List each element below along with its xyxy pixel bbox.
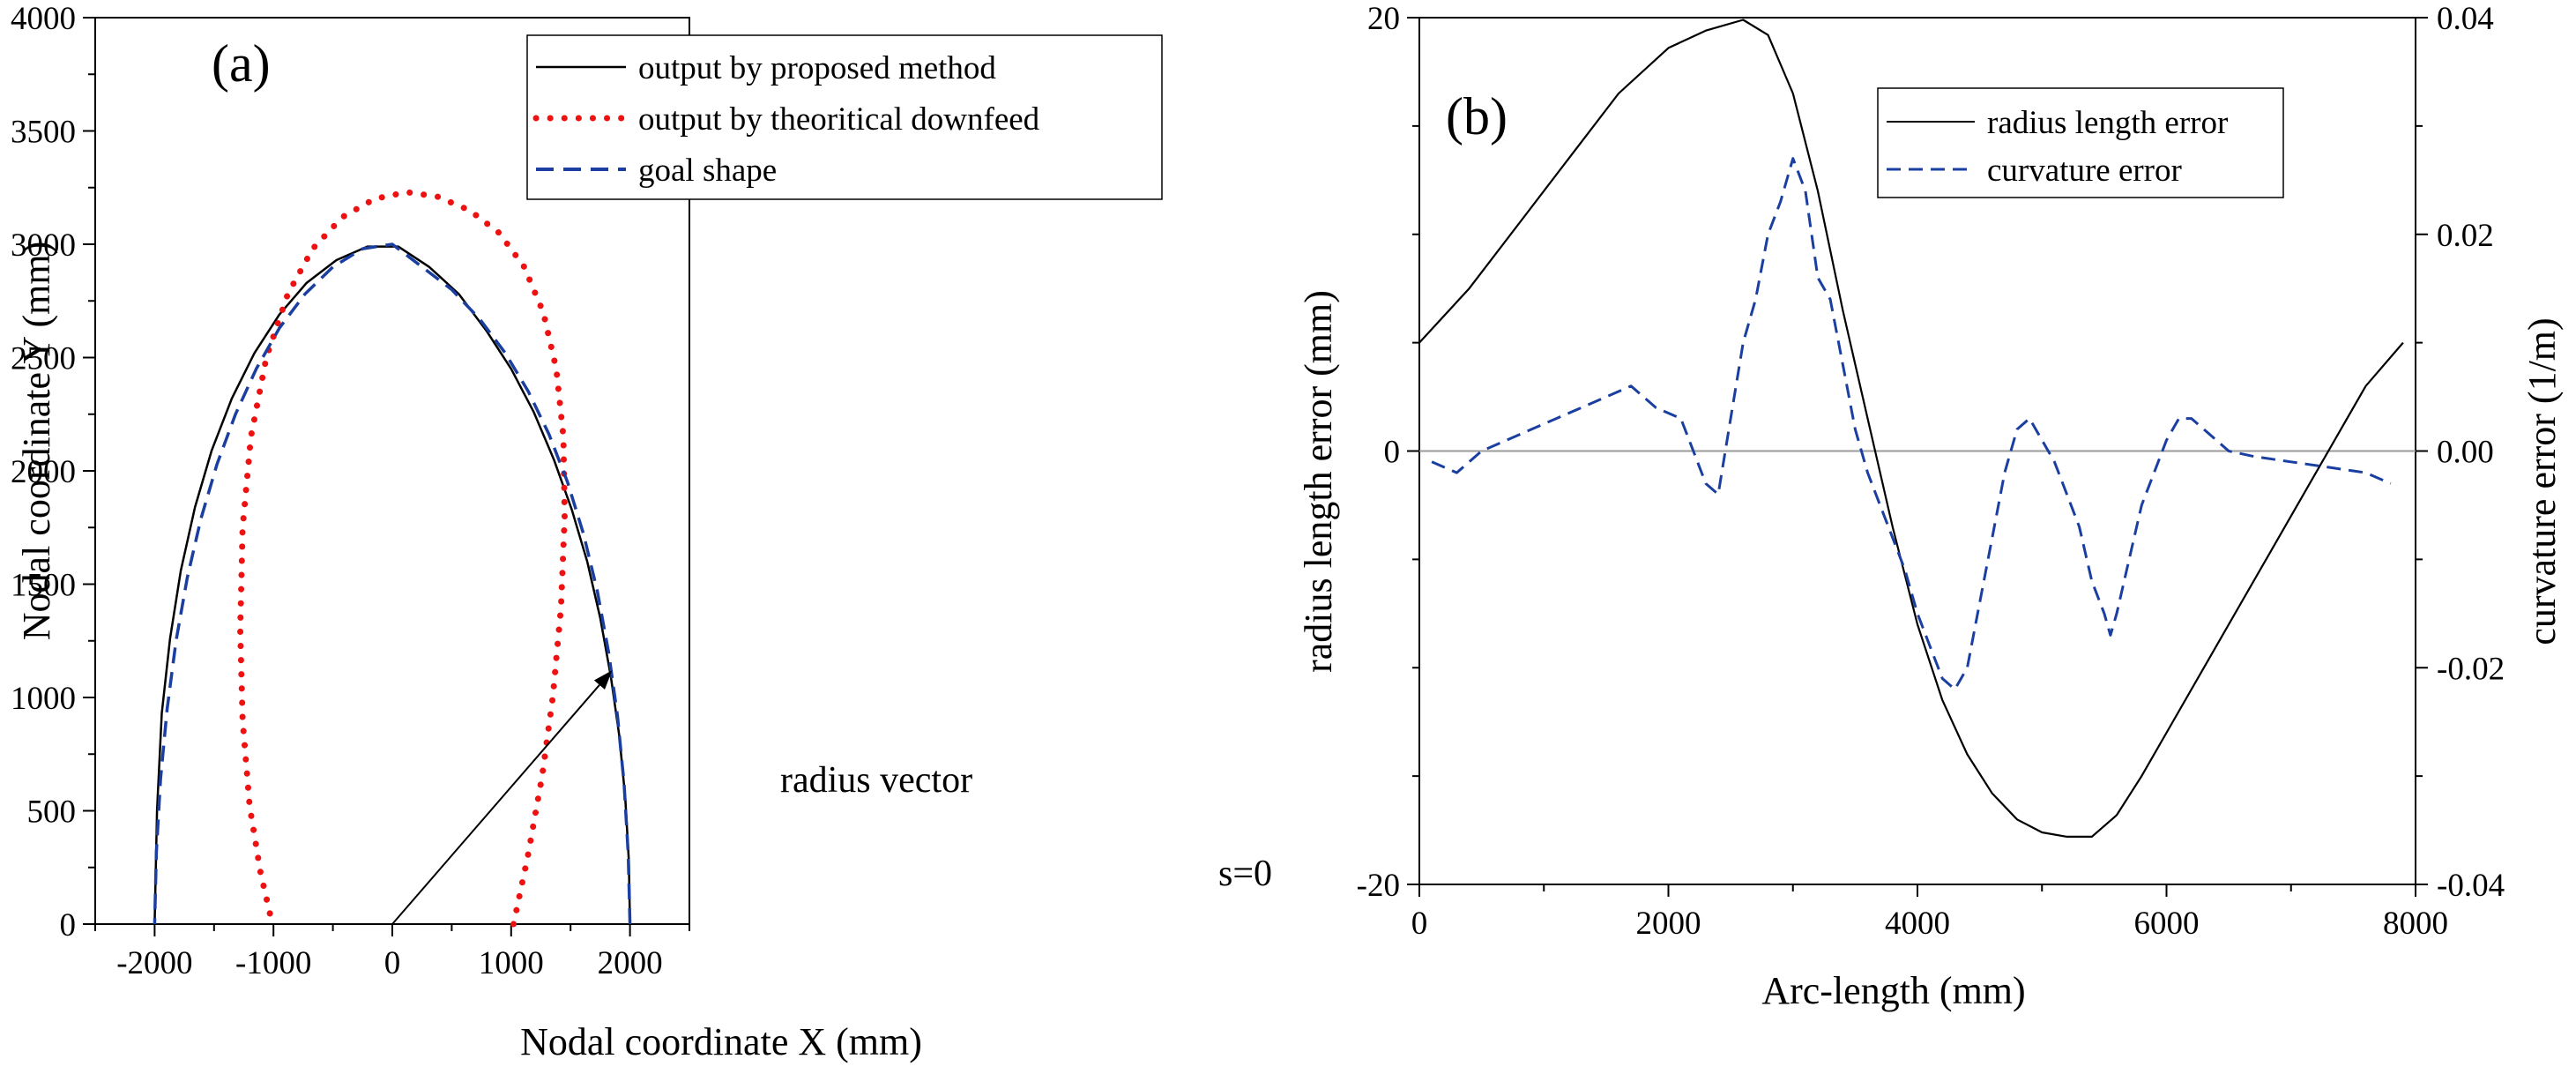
panel-a-x-tick-label: -1000 <box>235 945 311 981</box>
panel-a-series <box>153 189 632 928</box>
panel-a-ticks: -2000 -1000 0 1000 2000 0 500 1000 1500 2000 2500 3… <box>11 1 690 981</box>
radius-vector-label: radius vector <box>780 760 972 801</box>
panel-b-y2-tick-label: 0.04 <box>2437 1 2494 37</box>
panel-b-x-tick-label: 8000 <box>2383 906 2448 942</box>
s0-label: s=0 <box>1218 854 1272 894</box>
legend-label-theoretical: output by theoritical downfeed <box>638 101 1040 138</box>
panel-b-ticks: 0 2000 4000 6000 8000 -20 0 20 -0.04 -0.02 0.00 0.0… <box>1357 1 2505 942</box>
panel-a-x-tick-label: 1000 <box>479 945 544 981</box>
panel-b-y2-tick-label: -0.04 <box>2437 868 2505 904</box>
legend-label-proposed: output by proposed method <box>638 50 996 86</box>
legend-label-radius-error: radius length error <box>1987 105 2228 141</box>
legend-label-curvature-error: curvature error <box>1987 153 2182 189</box>
panel-a-y-tick-label: 2000 <box>11 454 76 490</box>
panel-a-y-tick-label: 0 <box>60 907 77 943</box>
panel-a-y-tick-label: 1500 <box>11 568 76 604</box>
panel-b-x-tick-label: 4000 <box>1885 906 1950 942</box>
panel-a-x-axis-label: Nodal coordinate X (mm) <box>520 1020 922 1063</box>
panel-a-y-axis-label: Nodal coordinate Y (mm) <box>15 242 58 640</box>
panel-b-x-tick-label: 6000 <box>2134 906 2200 942</box>
theoretical-downfeed-line <box>237 189 568 928</box>
panel-a-x-tick-label: 0 <box>384 945 401 981</box>
panel-b-y2-axis-label: curvature error (1/m) <box>2520 317 2564 645</box>
panel-b-x-axis-label: Arc-length (mm) <box>1761 969 2025 1012</box>
panel-a-y-tick-label: 3000 <box>11 227 76 264</box>
radius-vector-arrowhead <box>593 670 613 690</box>
goal-shape-line <box>153 242 632 925</box>
panel-b-x-tick-label: 2000 <box>1636 906 1701 942</box>
panel-a-label: (a) <box>212 34 271 93</box>
panel-a-x-tick-label: -2000 <box>116 945 192 981</box>
panel-b-y-tick-label: 0 <box>1384 435 1401 471</box>
panel-b-x-tick-label: 0 <box>1411 906 1428 942</box>
panel-b-y-axis-label: radius length error (mm) <box>1297 290 1340 673</box>
panel-a-y-tick-label: 2500 <box>11 341 76 377</box>
proposed-method-line <box>153 245 631 925</box>
panel-a-y-tick-label: 500 <box>27 794 77 831</box>
panel-a-y-tick-label: 3500 <box>11 115 76 151</box>
panel-b-label: (b) <box>1446 87 1508 145</box>
panel-a-x-tick-label: 2000 <box>598 945 663 981</box>
panel-b-y2-tick-label: 0.00 <box>2437 435 2494 471</box>
curvature-error-line <box>1431 157 2392 691</box>
panel-b-series <box>1418 19 2404 839</box>
radius-length-error-line <box>1418 19 2404 839</box>
panel-a-y-tick-label: 4000 <box>11 1 76 37</box>
legend-label-goal: goal shape <box>638 153 777 189</box>
radius-vector-arrow <box>391 684 600 925</box>
panel-a-legend-box <box>526 34 1163 200</box>
panel-b-y2-tick-label: 0.02 <box>2437 218 2494 254</box>
panel-a-legend: output by proposed method output by theo… <box>526 34 1163 200</box>
panel-a-y-tick-label: 1000 <box>11 681 76 717</box>
panel-a: -2000 -1000 0 1000 2000 0 500 1000 1500 2000 2500 3… <box>11 1 1272 1063</box>
panel-b-y2-tick-label: -0.02 <box>2437 651 2505 687</box>
panel-b-y-tick-label: 20 <box>1367 1 1400 37</box>
panel-b-legend-box <box>1877 87 2284 198</box>
panel-b-y-tick-label: -20 <box>1357 868 1400 904</box>
panel-b: 0 2000 4000 6000 8000 -20 0 20 -0.04 -0.02 0.00 0.0… <box>1297 1 2564 1012</box>
panel-b-legend: radius length error curvature error <box>1877 87 2284 198</box>
